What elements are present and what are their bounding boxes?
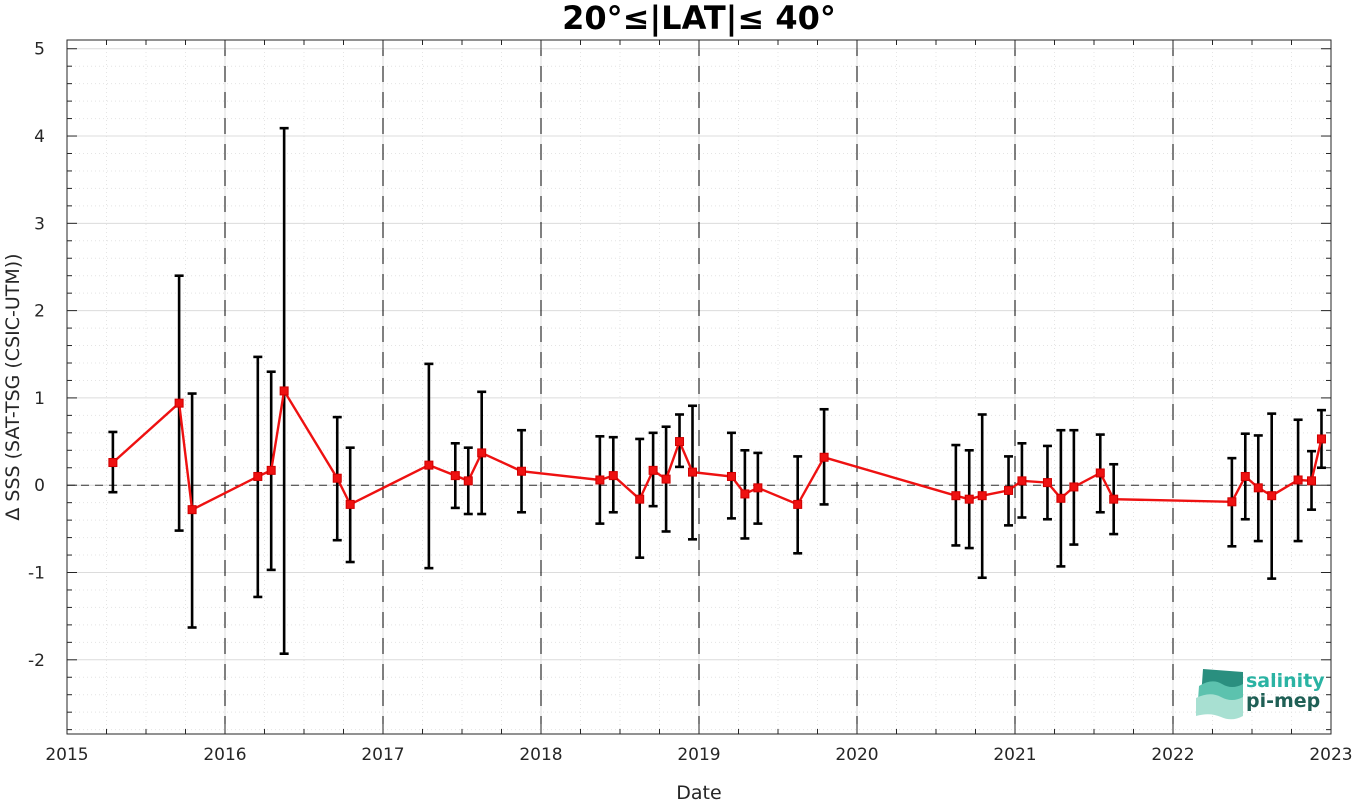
data-point-marker: [517, 466, 527, 476]
x-tick-label: 2018: [519, 745, 562, 765]
x-tick-label: 2022: [1151, 745, 1194, 765]
data-point-marker: [1056, 493, 1066, 503]
year-dividers: [224, 40, 1174, 734]
x-tick-label: 2016: [203, 745, 246, 765]
data-point-marker: [1095, 468, 1105, 478]
data-point-marker: [1109, 494, 1119, 504]
x-tick-label: 2023: [1309, 745, 1352, 765]
data-point-marker: [253, 471, 263, 481]
y-tick-labels: -2 -1 0 1 2 3 4 5: [28, 40, 45, 671]
data-point-marker: [187, 505, 197, 515]
x-tick-label: 2017: [361, 745, 404, 765]
data-point-marker: [1227, 497, 1237, 507]
data-point-marker: [1069, 482, 1079, 492]
data-point-marker: [424, 460, 434, 470]
x-tick-label: 2015: [45, 745, 88, 765]
y-tick-label: 3: [34, 214, 45, 234]
data-point-marker: [964, 494, 974, 504]
data-point-marker: [345, 499, 355, 509]
x-tick-label: 2019: [677, 745, 720, 765]
y-tick-label: 5: [34, 40, 45, 60]
y-tick-label: 0: [34, 476, 45, 496]
data-point-marker: [1240, 471, 1250, 481]
data-point-marker: [1316, 434, 1326, 444]
data-point-marker: [595, 475, 605, 485]
y-tick-label: 1: [34, 389, 45, 409]
data-point-marker: [477, 448, 487, 458]
data-point-marker: [675, 437, 685, 447]
data-point-marker: [740, 489, 750, 499]
y-tick-label: 4: [34, 127, 45, 147]
logo-text-pi-mep: pi-mep: [1246, 690, 1320, 712]
data-point-marker: [266, 465, 276, 475]
data-point-marker: [635, 494, 645, 504]
wave-logo-icon: [1196, 669, 1243, 720]
x-tick-labels: 2015 2016 2017 2018 2019 2020 2021 2022 2023: [45, 745, 1352, 765]
data-point-marker: [688, 467, 698, 477]
data-point-marker: [661, 474, 671, 484]
data-point-marker: [977, 491, 987, 501]
x-tick-label: 2020: [835, 745, 878, 765]
data-point-marker: [1017, 476, 1027, 486]
data-point-marker: [608, 471, 618, 481]
data-point-marker: [1253, 483, 1263, 493]
y-tick-label: -1: [28, 564, 45, 584]
chart-title: 20°≤|LAT|≤ 40°: [562, 0, 836, 38]
x-tick-label: 2021: [993, 745, 1036, 765]
data-point-marker: [648, 465, 658, 475]
data-point-marker: [332, 473, 342, 483]
logo-text-salinity: salinity: [1246, 670, 1325, 692]
data-point-marker: [1293, 475, 1303, 485]
data-point-marker: [753, 483, 763, 493]
series-line: [112, 387, 1323, 512]
data-point-marker: [951, 491, 961, 501]
data-point-marker: [726, 471, 736, 481]
data-point-marker: [463, 476, 473, 486]
error-bars: [108, 126, 1326, 655]
y-axis-title: Δ SSS (SAT-TSG (CSIC-UTM)): [2, 253, 24, 520]
data-point-marker: [279, 386, 289, 396]
data-point-marker: [450, 471, 460, 481]
data-point-marker: [1267, 491, 1277, 501]
data-point-marker: [1004, 485, 1014, 495]
y-tick-label: -2: [28, 651, 45, 671]
y-tick-label: 2: [34, 302, 45, 322]
data-point-marker: [1042, 478, 1052, 488]
data-point-marker: [793, 499, 803, 509]
axis-ticks: [66, 40, 1332, 734]
x-axis-title: Date: [676, 782, 721, 801]
data-point-marker: [174, 398, 184, 408]
data-point-marker: [108, 458, 118, 468]
data-point-marker: [819, 452, 829, 462]
data-point-marker: [1307, 476, 1317, 486]
salinity-pi-mep-logo: salinity pi-mep: [1196, 669, 1325, 720]
series-markers: [108, 386, 1326, 515]
